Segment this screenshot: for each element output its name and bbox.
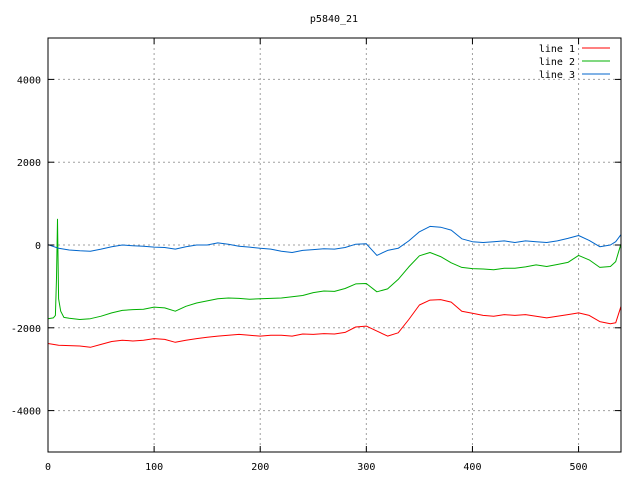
legend-label-1: line 1 <box>539 44 575 55</box>
legend-label-2: line 2 <box>539 57 575 68</box>
x-tick-label: 300 <box>357 462 375 473</box>
legend: line 1 line 2 line 3 <box>539 44 610 81</box>
x-tick-label: 100 <box>145 462 163 473</box>
x-tick-label: 0 <box>45 462 51 473</box>
y-tick-label: 2000 <box>17 158 41 169</box>
grid-lines <box>48 38 621 452</box>
x-tick-label: 500 <box>570 462 588 473</box>
chart-title: p5840_21 <box>310 14 358 25</box>
y-tick-label: 4000 <box>17 75 41 86</box>
x-tick-label: 200 <box>251 462 269 473</box>
series-line-3 <box>47 225 622 256</box>
series-layer <box>47 218 622 348</box>
series-line-1 <box>47 299 622 348</box>
y-tick-label: -2000 <box>11 324 41 335</box>
legend-label-3: line 3 <box>539 70 575 81</box>
axis-ticks: 0 100 200 300 400 500 -4000 -2000 0 2000 4000 <box>11 38 621 473</box>
x-tick-label: 400 <box>463 462 481 473</box>
y-tick-label: -4000 <box>11 407 41 418</box>
y-tick-label: 0 <box>35 241 41 252</box>
series-line-2 <box>47 218 622 320</box>
